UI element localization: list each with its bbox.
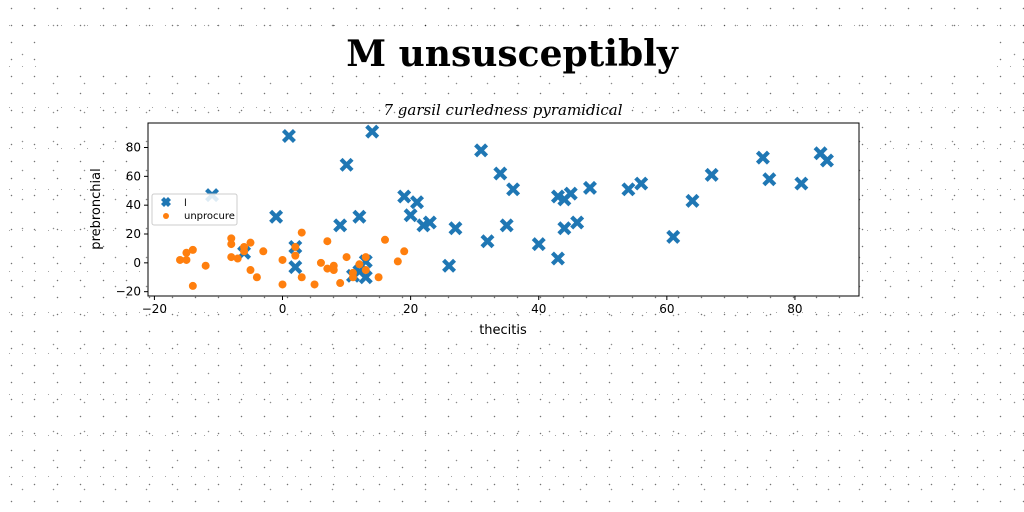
point-l bbox=[493, 166, 508, 181]
point-l bbox=[704, 167, 719, 182]
legend: l unprocure bbox=[151, 193, 238, 226]
point-l bbox=[422, 215, 437, 230]
point-l bbox=[550, 251, 565, 266]
x-tick-label: 20 bbox=[403, 302, 418, 316]
y-axis-label: prebronchial bbox=[89, 168, 104, 249]
point-unprocure bbox=[188, 245, 197, 254]
point-l bbox=[397, 189, 412, 204]
y-tick-label: −20 bbox=[116, 285, 141, 299]
point-l bbox=[269, 209, 284, 224]
point-unprocure bbox=[310, 280, 319, 289]
legend-label-l: l bbox=[184, 198, 187, 209]
point-l bbox=[333, 218, 348, 233]
point-l bbox=[755, 150, 770, 165]
legend-marker-unprocure bbox=[163, 213, 169, 219]
y-tick-label: 0 bbox=[133, 256, 141, 270]
point-l bbox=[531, 237, 546, 252]
point-l bbox=[557, 221, 572, 236]
x-tick-label: −20 bbox=[142, 302, 167, 316]
point-unprocure bbox=[278, 280, 287, 289]
data-marks bbox=[176, 124, 834, 290]
point-unprocure bbox=[252, 273, 261, 282]
point-l bbox=[506, 182, 521, 197]
point-l bbox=[281, 128, 296, 143]
point-l bbox=[499, 218, 514, 233]
legend-box bbox=[151, 193, 238, 226]
legend-label-unprocure: unprocure bbox=[184, 211, 235, 222]
point-unprocure bbox=[227, 253, 236, 262]
point-unprocure bbox=[355, 260, 364, 269]
point-l bbox=[403, 208, 418, 223]
point-unprocure bbox=[374, 273, 383, 282]
point-l bbox=[288, 260, 303, 275]
point-l bbox=[474, 143, 489, 158]
point-unprocure bbox=[201, 261, 210, 270]
x-tick-label: 0 bbox=[279, 302, 287, 316]
point-l bbox=[448, 221, 463, 236]
point-unprocure bbox=[188, 281, 197, 290]
point-l bbox=[352, 209, 367, 224]
figure-suptitle: M unsusceptibly bbox=[38, 33, 986, 75]
x-tick-label: 80 bbox=[787, 302, 802, 316]
point-unprocure bbox=[246, 238, 255, 247]
point-unprocure bbox=[336, 279, 345, 288]
y-tick-label: 20 bbox=[126, 227, 141, 241]
point-l bbox=[666, 229, 681, 244]
plot-frame bbox=[147, 122, 860, 297]
point-unprocure bbox=[323, 264, 332, 273]
point-l bbox=[634, 176, 649, 191]
point-l bbox=[339, 157, 354, 172]
point-l bbox=[480, 234, 495, 249]
point-l bbox=[563, 186, 578, 201]
point-unprocure bbox=[176, 255, 185, 264]
point-unprocure bbox=[297, 273, 306, 282]
point-unprocure bbox=[182, 248, 191, 257]
point-unprocure bbox=[259, 247, 268, 256]
x-axis: −20 0 20 40 60 80 bbox=[142, 296, 803, 316]
x-axis-label: thecitis bbox=[479, 323, 527, 338]
point-l bbox=[819, 153, 834, 168]
legend-marker-l bbox=[161, 197, 171, 207]
point-l bbox=[794, 176, 809, 191]
point-unprocure bbox=[227, 240, 236, 249]
point-l bbox=[582, 180, 597, 195]
point-unprocure bbox=[297, 228, 306, 237]
point-unprocure bbox=[233, 254, 242, 263]
y-tick-label: 40 bbox=[126, 198, 141, 212]
point-unprocure bbox=[393, 257, 402, 266]
point-l bbox=[365, 124, 380, 139]
point-unprocure bbox=[361, 253, 370, 262]
point-unprocure bbox=[348, 268, 357, 277]
point-unprocure bbox=[381, 235, 389, 244]
point-unprocure bbox=[342, 253, 351, 262]
x-tick-label: 40 bbox=[531, 302, 546, 316]
point-unprocure bbox=[291, 242, 300, 251]
point-unprocure bbox=[246, 266, 255, 275]
point-l bbox=[685, 193, 700, 208]
y-tick-label: 80 bbox=[126, 141, 141, 155]
point-l bbox=[442, 258, 457, 273]
y-tick-label: 60 bbox=[126, 169, 141, 183]
point-unprocure bbox=[329, 266, 338, 275]
point-unprocure bbox=[278, 255, 287, 264]
point-l bbox=[570, 215, 585, 230]
point-unprocure bbox=[227, 234, 236, 243]
point-unprocure bbox=[240, 247, 249, 256]
point-l bbox=[762, 172, 777, 187]
point-unprocure bbox=[400, 247, 409, 256]
point-unprocure bbox=[182, 255, 191, 264]
point-unprocure bbox=[361, 266, 370, 275]
plot-background bbox=[148, 123, 859, 296]
x-tick-label: 60 bbox=[659, 302, 674, 316]
point-unprocure bbox=[291, 251, 300, 260]
point-l bbox=[358, 270, 373, 285]
point-l bbox=[410, 195, 425, 210]
point-unprocure bbox=[316, 258, 325, 267]
chart-title: 7 garsil curledness pyramidical bbox=[383, 101, 622, 119]
figure-suptitle-text: M unsusceptibly bbox=[342, 33, 682, 75]
y-axis: −20 0 20 40 60 80 bbox=[116, 141, 148, 299]
point-l bbox=[621, 182, 636, 197]
point-unprocure bbox=[323, 237, 332, 246]
